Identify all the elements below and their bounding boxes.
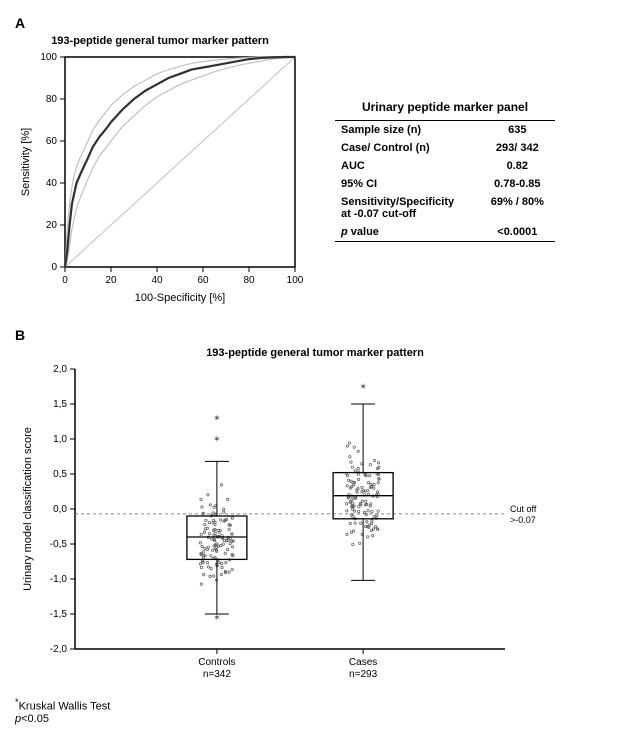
roc-title: 193-peptide general tumor marker pattern — [15, 35, 305, 47]
panel-b-label: B — [15, 327, 610, 343]
svg-text:-0,5: -0,5 — [50, 539, 68, 550]
stats-label: Sensitivity/Specificityat -0.07 cut-off — [335, 193, 480, 223]
svg-text:n=342: n=342 — [203, 669, 232, 680]
stats-value: 0.78-0.85 — [480, 175, 555, 193]
svg-text:80: 80 — [243, 275, 255, 286]
box-title: 193-peptide general tumor marker pattern — [65, 347, 565, 359]
stats-label: p value — [335, 223, 480, 242]
stats-value: <0.0001 — [480, 223, 555, 242]
svg-text:✶: ✶ — [213, 413, 221, 423]
box-chart: -2,0 -1,5 -1,0 -0,5 0,0 0,5 1,0 1,5 2,0 Urinary m… — [15, 359, 575, 689]
stats-label: Case/ Control (n) — [335, 139, 480, 157]
svg-text:Urinary model classification s: Urinary model classification score — [22, 427, 34, 591]
svg-text:Sensitivity [%]: Sensitivity [%] — [20, 128, 32, 196]
svg-text:-2,0: -2,0 — [50, 644, 68, 655]
svg-text:60: 60 — [197, 275, 209, 286]
roc-chart: 0 20 40 60 80 100 0 20 40 60 80 100 100-Specificity … — [15, 47, 305, 307]
svg-text:0: 0 — [62, 275, 68, 286]
svg-text:Cut off: Cut off — [510, 504, 537, 514]
svg-text:100: 100 — [287, 275, 304, 286]
svg-text:20: 20 — [46, 220, 58, 231]
svg-text:0,0: 0,0 — [53, 504, 67, 515]
svg-text:0,5: 0,5 — [53, 469, 67, 480]
panel-b: 193-peptide general tumor marker pattern… — [15, 347, 610, 689]
stats-table-title: Urinary peptide marker panel — [335, 100, 555, 120]
svg-text:0: 0 — [51, 262, 57, 273]
svg-text:60: 60 — [46, 136, 58, 147]
stats-value: 0.82 — [480, 157, 555, 175]
svg-text:40: 40 — [151, 275, 163, 286]
svg-text:40: 40 — [46, 178, 58, 189]
stats-label: 95% CI — [335, 175, 480, 193]
stats-table-block: Urinary peptide marker panel Sample size… — [335, 100, 555, 242]
roc-chart-container: 193-peptide general tumor marker pattern… — [15, 35, 305, 307]
svg-text:80: 80 — [46, 94, 58, 105]
stats-table: Sample size (n)635Case/ Control (n)293/ … — [335, 120, 555, 242]
footnote-pvalue: p<0.05 — [15, 713, 610, 725]
svg-text:Cases: Cases — [349, 657, 377, 668]
panel-a: 193-peptide general tumor marker pattern… — [15, 35, 610, 307]
svg-text:>-0.07: >-0.07 — [510, 515, 536, 525]
svg-text:1,0: 1,0 — [53, 434, 67, 445]
svg-text:20: 20 — [105, 275, 117, 286]
svg-text:100: 100 — [40, 52, 57, 63]
stats-value: 635 — [480, 121, 555, 140]
svg-text:2,0: 2,0 — [53, 364, 67, 375]
stats-label: Sample size (n) — [335, 121, 480, 140]
svg-text:100-Specificity [%]: 100-Specificity [%] — [135, 292, 225, 304]
stats-label: AUC — [335, 157, 480, 175]
svg-text:✶: ✶ — [213, 434, 221, 444]
svg-text:-1,5: -1,5 — [50, 609, 68, 620]
svg-text:Controls: Controls — [198, 657, 235, 668]
footnote-test: *Kruskal Wallis Test — [15, 697, 610, 713]
svg-text:1,5: 1,5 — [53, 399, 67, 410]
footnote: *Kruskal Wallis Test p<0.05 — [15, 697, 610, 725]
panel-a-label: A — [15, 15, 610, 31]
stats-value: 293/ 342 — [480, 139, 555, 157]
svg-text:n=293: n=293 — [349, 669, 378, 680]
svg-text:✶: ✶ — [359, 382, 367, 392]
svg-text:-1,0: -1,0 — [50, 574, 68, 585]
stats-value: 69% / 80% — [480, 193, 555, 223]
